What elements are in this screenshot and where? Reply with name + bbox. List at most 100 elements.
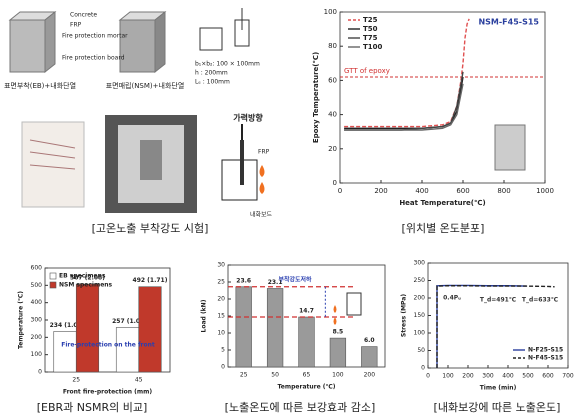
y-axis-label: Temperature (℃)	[18, 291, 25, 349]
x-tick-label: 65	[303, 372, 311, 379]
y-tick-label: 100	[414, 330, 426, 337]
plot-frame	[339, 11, 546, 184]
legend-label: T100	[363, 43, 383, 51]
bar	[75, 283, 100, 373]
test-diagram: Concrete FRP Fire protection mortar Fire…	[4, 8, 273, 219]
value-label: 234 (1.0)	[50, 322, 81, 329]
label: Lₑ : 100mm	[195, 79, 230, 86]
y-tick-label: 5	[221, 347, 225, 354]
bar	[298, 316, 315, 368]
x-axis-label: Temperature (℃)	[278, 384, 336, 391]
y-tick-label: 500	[31, 282, 43, 289]
label: FRP	[70, 22, 82, 29]
x-tick-label: 100	[442, 373, 454, 380]
photo-detail	[29, 139, 76, 170]
photo-specimen	[140, 140, 162, 180]
series-line	[436, 285, 555, 368]
y-tick-label: 300	[31, 317, 43, 324]
value-label: 6.0	[364, 337, 375, 344]
annotation: T_d=491℃	[480, 297, 516, 304]
caption: [고온노출 부착강도 시험]	[92, 222, 209, 235]
series-line	[344, 71, 464, 131]
x-axis-label: Heat Temperature(℃)	[399, 199, 485, 207]
value-label: 8.5	[333, 329, 344, 336]
annotation: 0.4Pᵤ	[443, 295, 461, 302]
value-label: 492 (1.71)	[133, 277, 168, 284]
annotation: 부착강도저하	[278, 276, 312, 284]
bar	[115, 327, 140, 373]
y-tick-label: 15	[217, 313, 225, 320]
photo-specimen	[21, 121, 85, 208]
x-tick-label: 400	[415, 187, 428, 195]
block	[9, 19, 46, 73]
value-label: 507 (2.08)	[70, 275, 105, 282]
bar	[329, 337, 347, 368]
value-label: 23.1	[268, 279, 283, 286]
y-tick-label: 300	[414, 260, 426, 267]
bar	[53, 331, 77, 373]
x-tick-label: 200	[462, 373, 474, 380]
x-tick-label: 700	[562, 373, 574, 380]
caption: [EBR과 NSMR의 비교]	[37, 401, 148, 414]
series-line	[344, 18, 470, 128]
x-tick-label: 1000	[536, 187, 554, 195]
y-tick-label: 400	[31, 299, 43, 306]
reference-label: GTT of epoxy	[344, 67, 390, 75]
y-axis-label: Load (kN)	[201, 299, 208, 332]
label: Fire protection board	[62, 55, 125, 62]
label: Concrete	[70, 12, 97, 19]
x-tick-label: 600	[456, 187, 469, 195]
x-tick-label: 200	[374, 187, 387, 195]
value-label: 14.7	[299, 308, 314, 315]
label: 표면매립(NSM)+내화단열	[106, 81, 185, 90]
legend-swatch	[49, 272, 57, 280]
y-tick-label: 0	[421, 365, 425, 372]
x-tick-label: 800	[497, 187, 510, 195]
section	[199, 27, 223, 51]
bar	[235, 286, 252, 368]
y-tick-label: 80	[328, 42, 337, 50]
caption: [노출온도에 따른 보강효과 감소]	[225, 401, 376, 414]
y-tick-label: 200	[414, 295, 426, 302]
block	[119, 19, 156, 73]
annotation: Fire-protection on the front	[61, 342, 155, 349]
x-tick-label: 50	[271, 372, 279, 379]
legend-label: T75	[363, 34, 378, 42]
x-tick-label: 25	[72, 377, 80, 384]
flame	[333, 305, 337, 325]
x-tick-label: 100	[332, 372, 344, 379]
y-tick-label: 0	[38, 369, 42, 376]
legend-label: EB specimens	[59, 273, 106, 280]
legend-label: T50	[363, 25, 378, 33]
x-tick-label: 45	[135, 377, 143, 384]
legend-label: T25	[363, 16, 378, 24]
label: 내화보드	[250, 211, 273, 219]
label: 표면부착(EB)+내화단열	[4, 81, 76, 90]
block-side	[154, 10, 166, 74]
x-tick-label: 300	[482, 373, 494, 380]
x-tick-label: 0	[426, 373, 430, 380]
bar	[266, 288, 284, 368]
legend-label: N-F45-S15	[528, 355, 563, 362]
y-tick-label: 50	[417, 347, 425, 354]
y-tick-label: 25	[217, 279, 225, 286]
y-tick-label: 200	[31, 334, 43, 341]
flame	[259, 165, 265, 194]
series-line	[344, 76, 464, 129]
legend-label: N-F25-S15	[528, 347, 563, 354]
y-tick-label: 100	[324, 8, 337, 16]
annotation: T_d=633℃	[522, 297, 558, 304]
x-tick-label: 400	[502, 373, 514, 380]
y-tick-label: 250	[414, 277, 426, 284]
label: Fire protection mortar	[62, 33, 128, 40]
y-axis-label: Epoxy Temperature(℃)	[312, 52, 320, 143]
specimen	[221, 159, 258, 201]
y-tick-label: 0	[221, 364, 225, 371]
bar	[361, 346, 378, 368]
frp-bar	[240, 140, 244, 185]
value-label: 257 (1.0)	[112, 318, 143, 325]
y-tick-label: 600	[31, 265, 43, 272]
label: h : 200mm	[195, 70, 228, 77]
value-label: 23.6	[236, 277, 251, 284]
y-tick-label: 20	[328, 145, 337, 153]
